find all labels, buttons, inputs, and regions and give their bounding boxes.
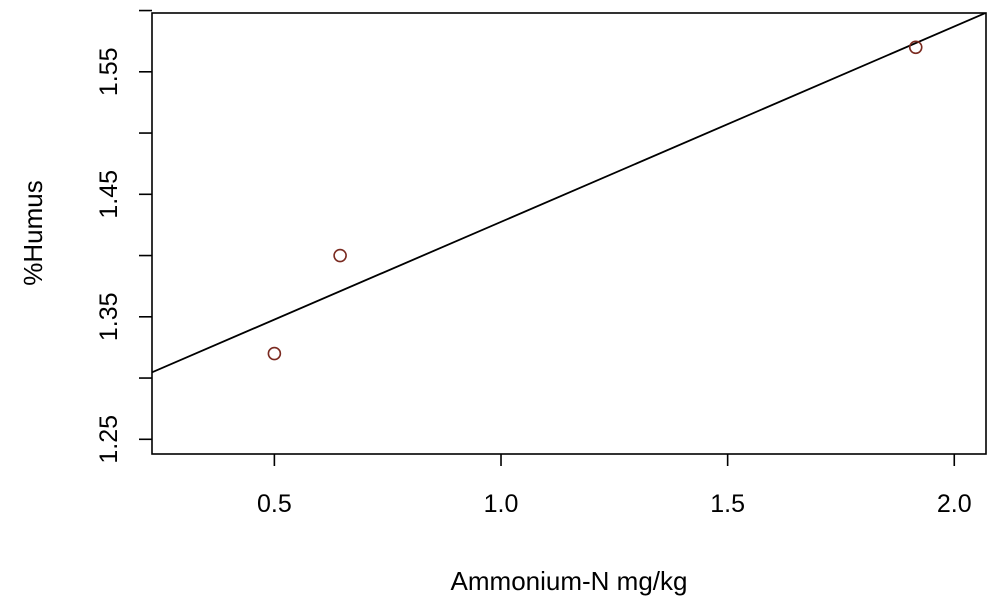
- y-tick-label: 1.55: [95, 47, 123, 96]
- data-point: [908, 40, 923, 55]
- x-tick-label: 0.5: [257, 490, 292, 518]
- x-tick-label: 1.0: [484, 490, 519, 518]
- plot-area: [152, 13, 986, 374]
- x-tick-label: 2.0: [937, 490, 972, 518]
- data-point: [333, 248, 347, 263]
- y-tick-label: 1.45: [95, 170, 123, 219]
- y-tick-label: 1.35: [95, 292, 123, 341]
- x-axis-label: Ammonium-N mg/kg: [451, 566, 688, 596]
- x-axis: 0.5 1.0 1.5 2.0: [257, 454, 972, 518]
- x-tick-label: 1.5: [710, 490, 745, 518]
- y-axis: 1.25 1.35 1.45 1.55: [95, 9, 152, 464]
- y-tick-label: 1.25: [95, 415, 123, 464]
- y-axis-label: %Humus: [18, 180, 48, 285]
- data-point: [267, 346, 282, 361]
- regression-line: [152, 13, 986, 374]
- plot-frame: [151, 12, 987, 455]
